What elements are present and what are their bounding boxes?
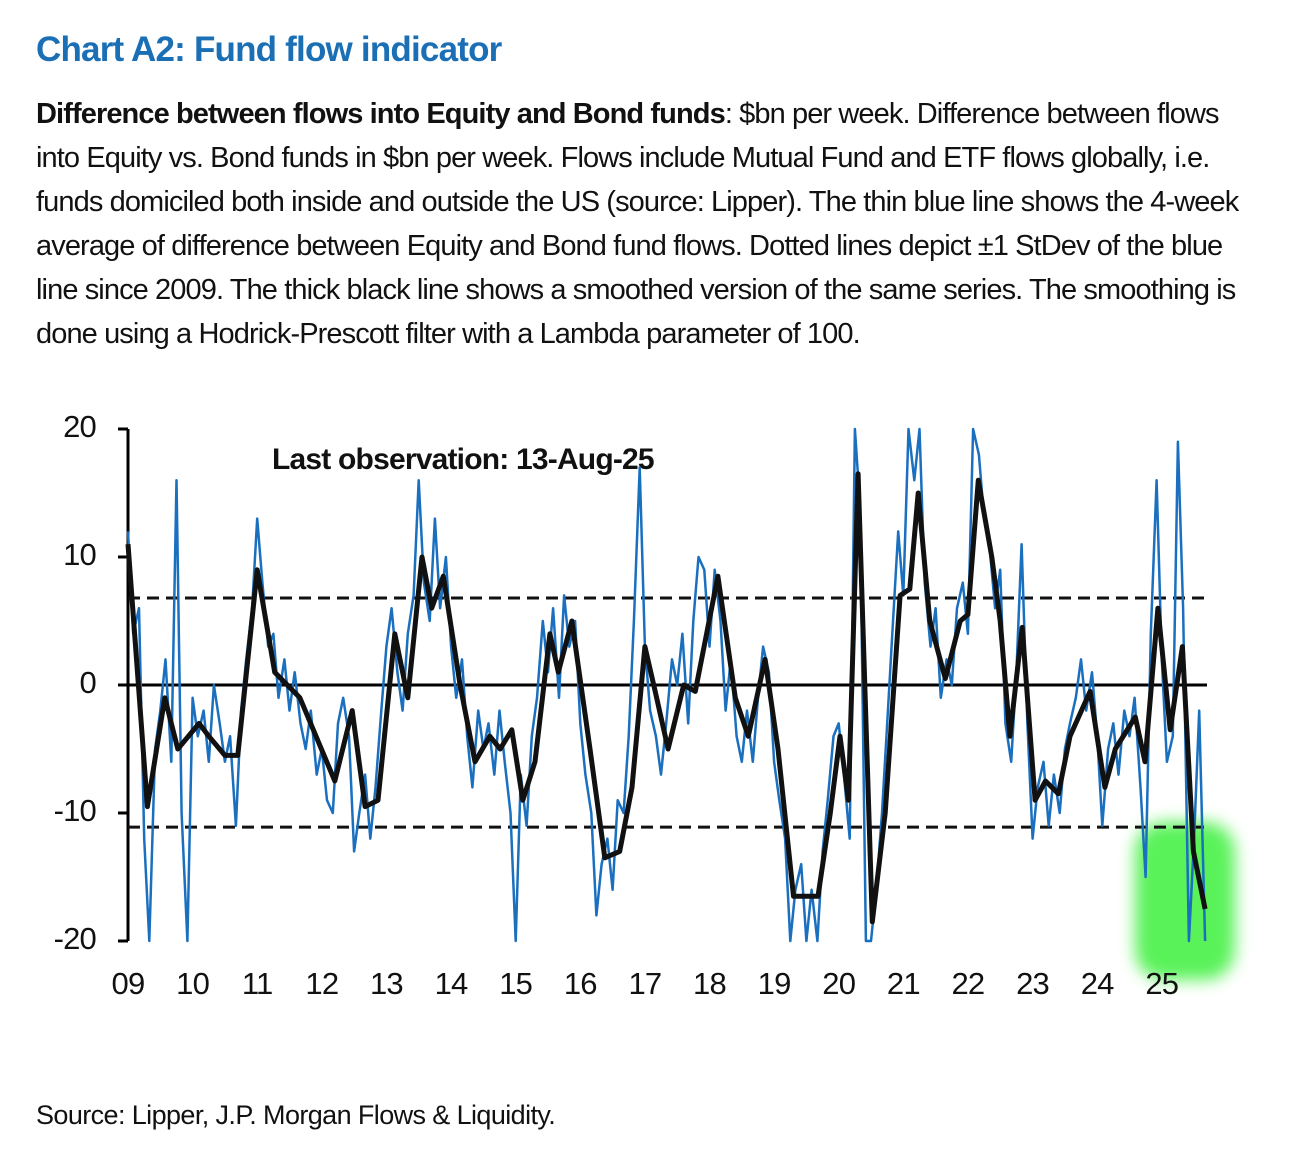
subtitle-bold: Difference between flows into Equity and… bbox=[36, 98, 726, 130]
x-tick-label: 22 bbox=[951, 966, 984, 1001]
x-tick-label: 16 bbox=[564, 966, 597, 1001]
annotation: Last observation: 13-Aug-25 bbox=[272, 443, 654, 476]
x-tick-label: 15 bbox=[499, 966, 532, 1001]
x-tick-label: 09 bbox=[112, 966, 145, 1001]
x-tick-label: 20 bbox=[822, 966, 855, 1001]
x-tick-label: 25 bbox=[1145, 966, 1178, 1001]
y-tick-label: 10 bbox=[63, 537, 96, 572]
y-tick-label: 0 bbox=[80, 665, 97, 700]
x-tick-label: 11 bbox=[242, 966, 273, 1001]
subtitle-text: : $bn per week. Difference between flows… bbox=[36, 98, 1239, 350]
x-tick-label: 21 bbox=[887, 966, 920, 1001]
x-tick-label: 18 bbox=[693, 966, 726, 1001]
chart-title: Chart A2: Fund flow indicator bbox=[36, 30, 502, 69]
y-tick-label: -20 bbox=[54, 921, 97, 956]
x-tick-label: 12 bbox=[305, 966, 338, 1001]
x-tick-label: 17 bbox=[628, 966, 661, 1001]
y-tick-label: -10 bbox=[54, 793, 97, 828]
series-line bbox=[125, 471, 1208, 925]
x-tick-label: 24 bbox=[1081, 966, 1114, 1001]
highlight bbox=[1135, 822, 1235, 980]
x-tick-label: 14 bbox=[435, 966, 468, 1001]
x-tick-label: 13 bbox=[370, 966, 403, 1001]
x-tick-label: 23 bbox=[1016, 966, 1049, 1001]
x-tick-label: 10 bbox=[176, 966, 209, 1001]
x-tick-label: 19 bbox=[758, 966, 791, 1001]
source: Source: Lipper, J.P. Morgan Flows & Liqu… bbox=[36, 1100, 556, 1130]
y-tick-label: 20 bbox=[63, 409, 96, 444]
subtitle: Difference between flows into Equity and… bbox=[36, 92, 1251, 356]
